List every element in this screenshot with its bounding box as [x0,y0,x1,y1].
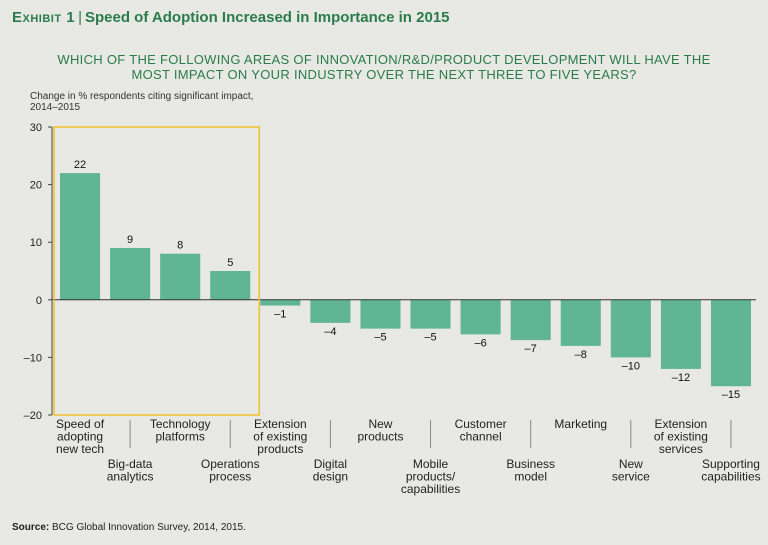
data-label: 5 [227,257,233,269]
highlight-box [53,126,261,416]
chart-title: Speed of Adoption Increased in Importanc… [84,9,450,26]
bar [60,173,101,300]
data-label: –7 [525,343,537,355]
data-label: –5 [374,332,386,344]
data-label: 8 [177,240,183,252]
data-label: –12 [672,372,690,384]
bar [660,299,701,369]
y-tick-label: 30 [30,122,42,134]
y-tick-label: –20 [24,410,42,422]
data-label: –5 [424,332,436,344]
bar [260,299,301,306]
y-tick-label: –10 [24,352,42,364]
question-line-2: MOST IMPACT ON YOUR INDUSTRY OVER THE NE… [131,67,637,82]
question-line-1: WHICH OF THE FOLLOWING AREAS OF INNOVATI… [57,52,711,67]
bar [210,271,251,300]
source-text: BCG Global Innovation Survey, 2014, 2015… [52,522,246,533]
y-axis-label-line-2: 2014–2015 [30,102,81,113]
category-label: Mobile products/capabilities [401,457,460,496]
bar [360,299,401,329]
bar [460,299,501,335]
data-label: –10 [622,360,640,372]
y-axis-label: Change in % respondents citing significa… [30,91,253,113]
category-label: Digital design [313,457,348,484]
category-label: Extension of existing products [253,417,307,456]
bar [310,299,351,323]
bar [610,299,651,358]
source-note: Source: BCG Global Innovation Survey, 20… [12,522,246,533]
category-label: Marketing [554,417,607,431]
y-tick-label: 20 [30,180,42,192]
bar [510,299,551,341]
bar [160,253,201,300]
category-label: Customer channel [455,417,507,444]
exhibit-title: Exhibit 1 | Speed of Adoption Increased in… [12,9,450,26]
data-label: 22 [74,159,86,171]
category-label: Business model [506,457,555,484]
data-label: –6 [474,337,486,349]
bar [710,299,751,387]
bar [110,247,151,300]
title-separator: | [78,9,82,26]
exhibit-label: Exhibit 1 [12,9,76,26]
bar [410,299,451,329]
data-label: –4 [324,326,336,338]
category-label: Extension of existing services [654,417,708,456]
y-tick-label: 0 [36,295,42,307]
data-label: 9 [127,234,133,246]
category-label: New products [357,417,403,444]
data-label: –1 [274,309,286,321]
category-label: Supporting capabilities [701,457,760,484]
data-label: –15 [722,389,740,401]
source-label: Source: [12,522,50,533]
category-label: New service [612,457,650,484]
category-label: Big-data analytics [107,457,154,484]
y-axis-label-line-1: Change in % respondents citing significa… [30,91,254,102]
category-label: Technology platforms [150,417,211,444]
category-label: Operations process [201,457,260,484]
bar [560,299,601,346]
category-label: Speed of adopting new tech [56,417,105,456]
chart-question: WHICH OF THE FOLLOWING AREAS OF INNOVATI… [0,52,768,82]
data-label: –8 [575,349,587,361]
y-tick-label: 10 [30,237,42,249]
